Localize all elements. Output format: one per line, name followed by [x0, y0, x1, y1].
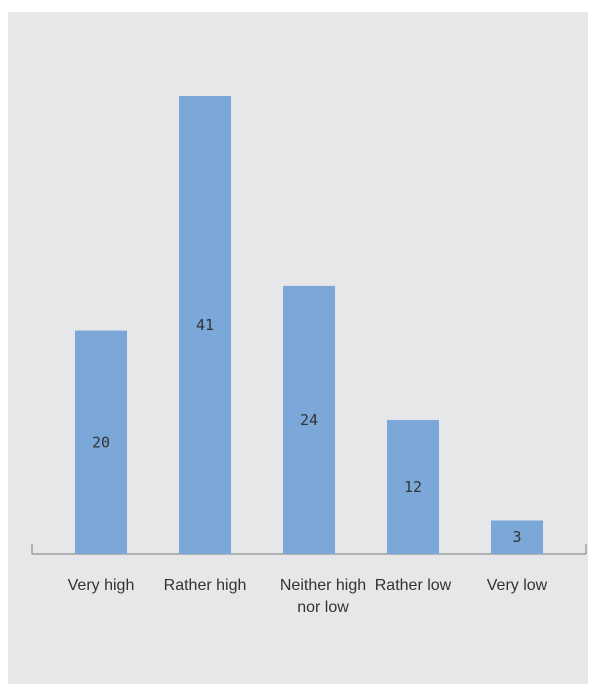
value-label-1: 41 — [196, 316, 214, 334]
category-label-1: Rather high — [164, 577, 247, 594]
value-label-4: 3 — [512, 528, 521, 546]
category-label-0: Very high — [68, 577, 135, 594]
bar-1 — [179, 96, 231, 554]
category-label-2-line-1: nor low — [297, 599, 349, 616]
value-label-0: 20 — [92, 433, 110, 451]
category-labels-group: Very high Rather high Neither high nor low R… — [68, 577, 548, 616]
category-label-2-line-0: Neither high — [280, 577, 366, 594]
category-label-4: Very low — [487, 577, 548, 594]
value-label-2: 24 — [300, 411, 318, 429]
category-label-3: Rather low — [375, 577, 452, 594]
bars-group — [75, 96, 543, 554]
value-labels-group: 20 41 24 12 3 — [92, 316, 522, 546]
bar-0 — [75, 330, 127, 554]
bar-2 — [283, 285, 335, 554]
bar-3 — [387, 419, 439, 554]
bar-4 — [491, 520, 543, 554]
value-label-3: 12 — [404, 478, 422, 496]
